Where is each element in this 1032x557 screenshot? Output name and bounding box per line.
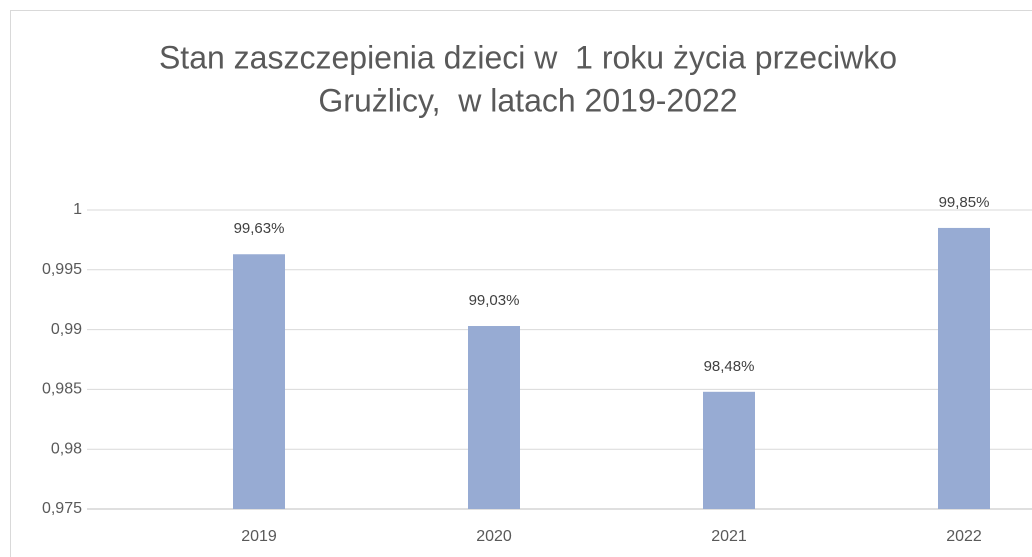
value-label: 99,85%: [939, 194, 990, 211]
value-label: 99,63%: [234, 220, 285, 237]
x-tick-label: 2019: [241, 528, 277, 545]
chart-title: Grużlicy, w latach 2019-2022: [318, 82, 737, 118]
x-tick-label: 2021: [711, 528, 747, 545]
bar: [468, 326, 520, 509]
y-tick-label: 1: [73, 201, 82, 218]
y-tick-label: 0,985: [42, 381, 82, 398]
value-label: 99,03%: [469, 292, 520, 309]
y-tick-label: 0,99: [51, 321, 82, 338]
x-tick-label: 2020: [476, 528, 512, 545]
y-tick-label: 0,975: [42, 500, 82, 517]
x-tick-label: 2022: [946, 528, 982, 545]
y-tick-label: 0,995: [42, 261, 82, 278]
y-tick-label: 0,98: [51, 440, 82, 457]
value-label: 98,48%: [704, 358, 755, 375]
bar: [233, 254, 285, 509]
chart-border: [10, 10, 1032, 557]
bar: [938, 227, 990, 509]
chart-title: Stan zaszczepienia dzieci w 1 roku życia…: [159, 39, 897, 75]
bar: [703, 391, 755, 509]
